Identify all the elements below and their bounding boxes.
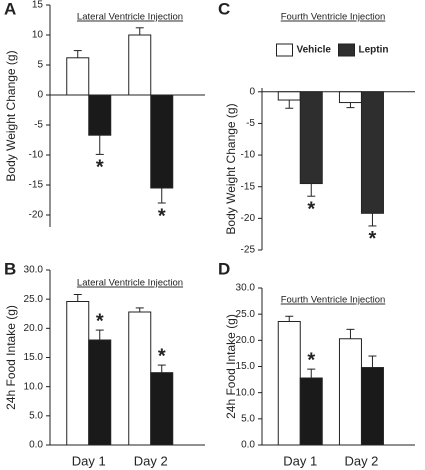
panel-letter: C bbox=[218, 0, 230, 18]
y-tick-label: 15.0 bbox=[236, 361, 256, 372]
panel: C Fourth Ventricle Injection Body Weight C… bbox=[218, 0, 415, 256]
y-tick-label: 30.0 bbox=[236, 283, 256, 294]
panel-title: Lateral Ventricle Injection bbox=[77, 278, 183, 289]
legend-swatch bbox=[276, 43, 293, 57]
error-bar bbox=[285, 315, 294, 322]
bar bbox=[299, 91, 323, 185]
y-tick-label: 5.0 bbox=[241, 413, 255, 424]
y-tick-label: 5 bbox=[37, 60, 43, 71]
significance-marker: * bbox=[158, 205, 166, 227]
error-bar bbox=[95, 135, 104, 155]
bar bbox=[66, 57, 90, 96]
bar bbox=[88, 94, 112, 136]
y-tick-label: 15.0 bbox=[24, 352, 44, 363]
y-tick-label: 25.0 bbox=[236, 309, 256, 320]
y-tick-label: 0 bbox=[249, 86, 255, 97]
error-bar bbox=[368, 355, 377, 368]
error-bar bbox=[346, 102, 355, 109]
y-tick-label: -20 bbox=[29, 210, 44, 221]
significance-marker: * bbox=[307, 349, 315, 371]
y-tick-label: 15 bbox=[32, 0, 44, 11]
error-bar bbox=[307, 183, 316, 197]
y-tick-label: 0.0 bbox=[241, 440, 255, 451]
x-tick-label: Day 2 bbox=[344, 453, 378, 468]
error-bar bbox=[95, 329, 104, 340]
legend-label: Leptin bbox=[359, 45, 389, 56]
panel: D Fourth Ventricle Injection 24h Food Inta… bbox=[218, 259, 415, 468]
significance-marker: * bbox=[96, 310, 104, 332]
x-tick-label: Day 1 bbox=[72, 453, 106, 468]
y-tick-label: -20 bbox=[241, 213, 256, 224]
panel-title: Fourth Ventricle Injection bbox=[281, 12, 386, 23]
error-bar bbox=[135, 307, 144, 312]
x-tick-label: Day 2 bbox=[134, 453, 168, 468]
error-bar bbox=[73, 50, 82, 58]
panel-letter: D bbox=[218, 259, 230, 278]
panel: A Lateral Ventricle Injection Body Weight … bbox=[4, 0, 205, 227]
panel: B Lateral Ventricle Injection 24h Food Int… bbox=[4, 259, 205, 468]
y-tick-label: 20.0 bbox=[24, 323, 44, 334]
significance-marker: * bbox=[96, 157, 104, 179]
significance-marker: * bbox=[369, 228, 377, 250]
y-tick-label: 0 bbox=[37, 90, 43, 101]
bar bbox=[338, 338, 362, 446]
y-tick-label: 10.0 bbox=[24, 381, 44, 392]
y-tick-label: 20.0 bbox=[236, 335, 256, 346]
y-tick-label: -5 bbox=[34, 120, 43, 131]
y-axis-label: Body Weight Change (g) bbox=[4, 50, 18, 181]
bar bbox=[150, 94, 174, 189]
y-tick-label: -15 bbox=[29, 180, 44, 191]
error-bar bbox=[157, 188, 166, 204]
panel-letter: A bbox=[4, 0, 16, 18]
y-tick-label: 10 bbox=[32, 30, 44, 41]
error-bar bbox=[285, 100, 294, 109]
significance-marker: * bbox=[158, 345, 166, 367]
panel-letter: B bbox=[4, 259, 16, 278]
y-axis-label: Body Weight Change (g) bbox=[224, 103, 238, 234]
y-tick-label: -25 bbox=[241, 245, 256, 256]
error-bar bbox=[307, 368, 316, 379]
y-tick-label: -10 bbox=[241, 150, 256, 161]
y-tick-label: -10 bbox=[29, 150, 44, 161]
error-bar bbox=[135, 27, 144, 35]
y-tick-label: 25.0 bbox=[24, 294, 44, 305]
bar bbox=[277, 91, 301, 101]
error-bar bbox=[368, 213, 377, 227]
bar bbox=[277, 320, 301, 446]
error-bar bbox=[73, 294, 82, 302]
panel-title: Fourth Ventricle Injection bbox=[281, 295, 386, 306]
y-tick-label: 30.0 bbox=[24, 265, 44, 276]
bar bbox=[128, 34, 152, 96]
bar bbox=[66, 301, 90, 446]
bar bbox=[360, 91, 384, 214]
panel-title: Lateral Ventricle Injection bbox=[77, 12, 183, 23]
bar bbox=[150, 372, 174, 446]
legend-label: Vehicle bbox=[297, 45, 332, 56]
y-tick-label: 0.0 bbox=[29, 440, 43, 451]
bar bbox=[299, 377, 323, 446]
bar bbox=[338, 91, 362, 104]
x-tick-label: Day 1 bbox=[283, 453, 317, 468]
y-tick-label: -15 bbox=[241, 181, 256, 192]
bar bbox=[360, 367, 384, 446]
error-bar bbox=[346, 328, 355, 339]
y-tick-label: -5 bbox=[246, 118, 255, 129]
y-tick-label: 10.0 bbox=[236, 387, 256, 398]
legend-swatch bbox=[338, 43, 355, 57]
y-tick-label: 5.0 bbox=[29, 410, 43, 421]
bar bbox=[128, 311, 152, 446]
y-axis-label: 24h Food Intake (g) bbox=[224, 314, 238, 419]
bar bbox=[88, 339, 112, 446]
error-bar bbox=[157, 364, 166, 373]
y-axis-label: 24h Food Intake (g) bbox=[4, 305, 18, 410]
significance-marker: * bbox=[307, 198, 315, 220]
